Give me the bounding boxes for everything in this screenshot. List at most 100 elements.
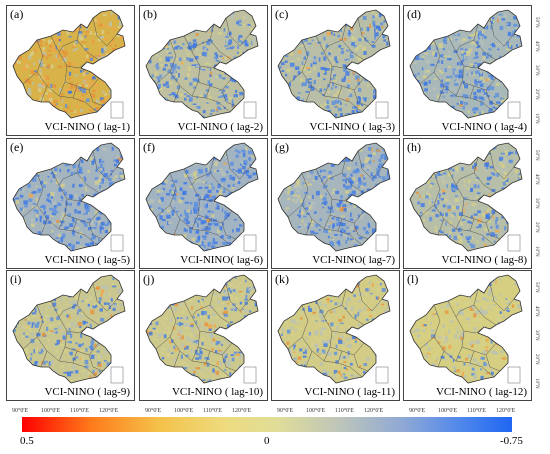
province-boundary [197, 342, 233, 356]
lon-tick-label: 110°0'E [203, 408, 222, 414]
province-boundary [323, 304, 343, 318]
province-boundary [329, 210, 365, 224]
province-boundary [66, 194, 88, 202]
lon-tick-label: 100°0'E [438, 408, 458, 414]
province-boundary [455, 172, 475, 186]
province-boundary [46, 85, 60, 97]
panel-title: VCI-NINO ( lag-10) [171, 386, 263, 398]
lat-tick-label: 40°N [534, 306, 539, 317]
province-boundary [287, 336, 303, 350]
map-panel: (e) VCI-NINO ( lag-5) [6, 138, 135, 269]
province-boundary [311, 218, 325, 230]
province-boundary [337, 85, 343, 99]
lat-tick-label: 20°N [534, 222, 539, 233]
lat-tick-label: 10°N [534, 378, 539, 389]
province-boundary [155, 71, 171, 85]
panel-title: VCI-NINO( lag-7) [312, 254, 395, 266]
province-boundary [469, 350, 475, 364]
province-boundary [205, 218, 211, 232]
province-boundary [357, 282, 383, 312]
country-outline [12, 142, 126, 252]
panel-label: (e) [10, 140, 24, 154]
province-boundary [22, 336, 38, 350]
province-boundary [357, 17, 383, 47]
province-boundary [209, 23, 233, 61]
lat-tick-label: 30°N [534, 330, 539, 341]
country-fill [278, 275, 390, 383]
china-map [409, 274, 523, 384]
map-panel: (c) VCI-NINO ( lag-3) [271, 5, 400, 136]
province-boundary [88, 89, 104, 107]
lon-tick-label: 90°0'E [277, 408, 294, 414]
province-boundary [179, 218, 193, 230]
colorbar-max-label: -0.75 [500, 435, 523, 447]
province-boundary [353, 89, 369, 107]
china-map [409, 9, 523, 119]
province-boundary [473, 288, 497, 326]
south-china-sea-inset [110, 234, 124, 252]
panel-label: (f) [143, 140, 155, 154]
country-outline [12, 274, 126, 384]
province-boundary [58, 304, 78, 318]
country-outline [12, 9, 126, 119]
country-outline [145, 9, 259, 119]
province-boundary [22, 204, 38, 218]
panel-label: (j) [143, 272, 155, 286]
province-boundary [191, 172, 211, 186]
country-fill [410, 143, 522, 251]
colorbar-min-label: 0.5 [20, 435, 34, 447]
lat-tick-label: 20°N [534, 354, 539, 365]
province-boundary [461, 77, 497, 91]
panel-title: VCI-NINO ( lag-12) [435, 386, 527, 398]
province-boundary [455, 304, 475, 318]
province-boundary [469, 218, 475, 232]
province-boundary [473, 23, 497, 61]
province-boundary [64, 77, 100, 91]
south-china-sea-inset [375, 234, 389, 252]
province-boundary [46, 350, 60, 362]
panel-title: VCI-NINO( lag-6) [180, 254, 263, 266]
country-outline [409, 9, 523, 119]
province-boundary [191, 360, 231, 378]
lat-tick-label: 50°N [534, 17, 539, 28]
china-map [277, 274, 391, 384]
province-boundary [463, 326, 485, 334]
panel-title: VCI-NINO ( lag-3) [309, 121, 395, 133]
panel-title: VCI-NINO ( lag-11) [304, 386, 395, 398]
china-map [145, 142, 259, 252]
province-boundary [489, 282, 515, 312]
province-boundary [199, 326, 221, 334]
province-boundary [58, 39, 78, 53]
country-fill [278, 143, 390, 251]
province-boundary [311, 85, 325, 97]
province-boundary [221, 354, 237, 372]
province-boundary [225, 282, 251, 312]
panel-title: VCI-NINO ( lag-4) [441, 121, 527, 133]
south-china-sea-inset [507, 366, 521, 384]
colorbar [22, 417, 512, 432]
province-boundary [72, 218, 78, 232]
lat-tick-label: 30°N [534, 65, 539, 76]
country-outline [277, 142, 391, 252]
country-outline [277, 274, 391, 384]
province-boundary [461, 210, 497, 224]
panel-title: VCI-NINO ( lag-8) [441, 254, 527, 266]
lat-tick-label: 50°N [534, 282, 539, 293]
province-boundary [455, 39, 475, 53]
province-boundary [64, 342, 100, 356]
province-boundary [341, 156, 365, 194]
province-boundary [443, 218, 457, 230]
map-panel: (f) VCI-NINO( lag-6) [139, 138, 268, 269]
south-china-sea-inset [507, 234, 521, 252]
china-map [145, 274, 259, 384]
lon-tick-label: 120°0'E [496, 408, 516, 414]
province-boundary [205, 350, 211, 364]
province-boundary [92, 17, 118, 47]
panel-label: (h) [407, 140, 421, 154]
province-boundary [419, 336, 435, 350]
lon-tick-label: 120°0'E [232, 408, 252, 414]
map-panel: (g) VCI-NINO( lag-7) [271, 138, 400, 269]
province-boundary [337, 350, 343, 364]
province-boundary [191, 228, 231, 246]
